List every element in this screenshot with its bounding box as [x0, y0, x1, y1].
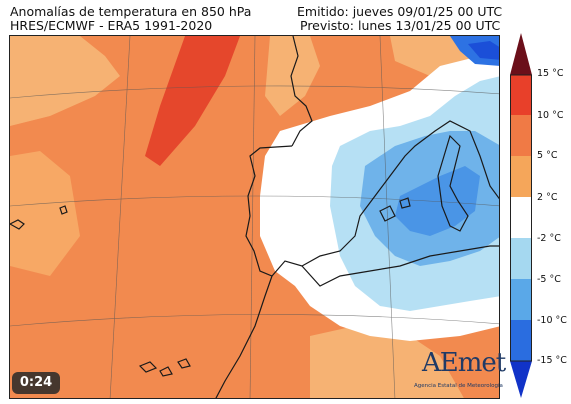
coast-france-west — [290, 36, 313, 147]
logo-subtitle: Agencia Estatal de Meteorología — [414, 383, 503, 389]
colorbar-seg-2-5 — [510, 156, 532, 197]
light-orange-area-south — [310, 326, 464, 398]
aemet-logo: AEmet Agencia Estatal de Meteorología — [410, 348, 506, 396]
coast-azores — [10, 219, 25, 230]
issued-date: Emitido: jueves 09/01/25 00 UTC — [297, 4, 503, 19]
deepest-blue-patch — [468, 41, 499, 60]
coast-iberia — [245, 120, 499, 277]
colorbar — [510, 33, 532, 398]
red-anomaly-core — [145, 36, 240, 166]
model-subtitle: HRES/ECMWF - ERA5 1991-2020 — [10, 18, 213, 33]
light-orange-area-north — [265, 36, 320, 116]
map-title: Anomalías de temperatura en 850 hPa — [10, 4, 252, 19]
temperature-anomaly-map — [9, 35, 500, 399]
video-timer[interactable]: 0:24 — [12, 372, 60, 394]
colorbar-seg-m10-m15 — [510, 320, 532, 361]
blue-core-zone — [395, 166, 480, 236]
coast-corsica-sardinia — [437, 134, 469, 232]
graticule — [10, 36, 499, 398]
colorbar-label-m2: -2 °C — [537, 233, 561, 244]
map-canvas — [10, 36, 499, 398]
colorbar-seg-10-15 — [510, 75, 532, 115]
colorbar-seg-m2-m5 — [510, 238, 532, 279]
coast-morocco-atlantic — [215, 275, 273, 398]
coast-mallorca — [379, 205, 396, 222]
logo-name: AEmet — [422, 348, 506, 378]
colorbar-label-m5: -5 °C — [537, 274, 561, 285]
colorbar-seg-neutral — [510, 197, 532, 238]
colorbar-bottom-arrow — [510, 361, 532, 398]
coast-canary-islands — [138, 358, 191, 377]
colorbar-label-m15: -15 °C — [537, 355, 567, 366]
forecast-date: Previsto: lunes 13/01/25 00 UTC — [300, 18, 501, 33]
colorbar-label-15: 15 °C — [537, 68, 564, 79]
colorbar-label-10: 10 °C — [537, 110, 564, 121]
coast-madeira — [59, 205, 68, 215]
colorbar-seg-m5-m10 — [510, 279, 532, 320]
light-orange-area-nw — [10, 36, 120, 126]
coastlines — [10, 36, 499, 398]
colorbar-seg-5-10 — [510, 115, 532, 156]
coast-menorca — [399, 197, 411, 209]
colorbar-label-5: 5 °C — [537, 150, 558, 161]
colorbar-top-arrow — [510, 33, 532, 75]
colorbar-label-2: 2 °C — [537, 192, 558, 203]
colorbar-label-m10: -10 °C — [537, 315, 567, 326]
light-orange-area-west — [10, 151, 80, 276]
coast-north-africa — [301, 245, 499, 287]
